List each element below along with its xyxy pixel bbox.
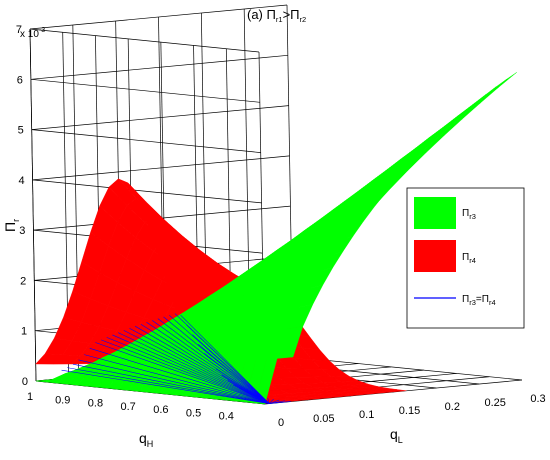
z-tick-labels: 0 1 2 3 4 5 6 7 (16, 24, 28, 388)
x-tick-labels: 1 0.9 0.8 0.7 0.6 0.5 0.4 (27, 391, 234, 423)
z-tick-label: 1 (21, 326, 27, 338)
intersection-line (112, 334, 270, 404)
surface-r3-patch (451, 102, 481, 125)
z-tick-label: 5 (18, 125, 24, 137)
z-tick-label: 0 (22, 376, 28, 388)
y-tick-labels: 0 0.05 0.1 0.15 0.2 0.25 0.3 (278, 393, 546, 429)
legend-label-eq: Πr3=Πr4 (462, 294, 496, 307)
intersection-line (163, 316, 270, 404)
y-tick-label: 0.05 (313, 413, 334, 425)
z-tick-label: 4 (18, 175, 24, 187)
z-tick-label: 3 (19, 225, 25, 237)
y-axis-label: qL (390, 426, 403, 445)
y-tick-label: 0.1 (359, 409, 374, 421)
intersection-line (78, 359, 270, 404)
intersection-line (72, 363, 270, 404)
y-tick-label: 0.25 (484, 397, 505, 409)
chart-title: (a) Πr1>Πr2 (247, 7, 306, 24)
grid-line (29, 28, 37, 382)
grid-line (29, 28, 260, 53)
intersection-line (174, 313, 270, 404)
x-tick-label: 0.8 (88, 398, 103, 410)
intersection-line (180, 314, 270, 404)
intersection-line (123, 330, 270, 404)
y-tick-label: 0.2 (445, 401, 460, 413)
legend-swatch-r4 (414, 240, 456, 272)
surface-r3-patch (436, 110, 466, 133)
x-tick-label: 0.6 (153, 404, 168, 416)
y-tick-label: 0.15 (399, 405, 420, 417)
intersection-line (140, 323, 270, 404)
intersection-line (157, 318, 270, 404)
y-tick-label: 0.3 (530, 393, 545, 405)
intersection-line (134, 325, 270, 404)
intersection-line (269, 399, 280, 404)
intersection-line (269, 400, 286, 404)
x-tick-label: 0.9 (55, 394, 70, 406)
surface-r3-patch (470, 87, 499, 110)
intersection-line (269, 398, 274, 404)
intersection-line (106, 337, 270, 404)
surface-r3-patch (433, 118, 463, 142)
intersection-line (117, 332, 270, 404)
x-tick-label: 1 (27, 391, 33, 403)
surface-layer (35, 72, 517, 405)
intersection-line (61, 369, 270, 404)
x-tick-label: 0.7 (120, 401, 135, 413)
legend: Πr3 Πr4 Πr3=Πr4 (406, 187, 525, 329)
x-tick-label: 0.5 (186, 407, 201, 419)
surface-r3-patch (274, 326, 304, 359)
z-axis-label: Πr (2, 219, 21, 232)
exponent-label: x 10-3 (20, 27, 45, 40)
z-tick-label: 2 (20, 275, 26, 287)
legend-label-r3: Πr3 (462, 208, 476, 221)
x-tick-label: 0.4 (219, 411, 234, 423)
intersection-line (267, 398, 270, 404)
intersection-line (100, 339, 270, 404)
legend-swatch-r3 (414, 197, 456, 229)
z-tick-label: 7 (16, 24, 22, 36)
z-tick-label: 6 (17, 74, 23, 86)
intersection-line (151, 320, 270, 404)
grid-line (32, 179, 262, 204)
grid-line (292, 356, 523, 381)
intersection-line (67, 367, 270, 404)
intersection-line (84, 354, 270, 404)
intersection-line (146, 322, 270, 404)
intersection-line (129, 327, 270, 404)
legend-label-r4: Πr4 (462, 252, 476, 265)
x-axis-label: qH (139, 430, 153, 449)
intersection-line (89, 348, 270, 404)
intersection-line (95, 342, 270, 404)
intersection-line (169, 314, 270, 404)
grid-line (30, 78, 260, 103)
y-tick-label: 0 (278, 417, 284, 429)
grid-line (31, 129, 261, 153)
